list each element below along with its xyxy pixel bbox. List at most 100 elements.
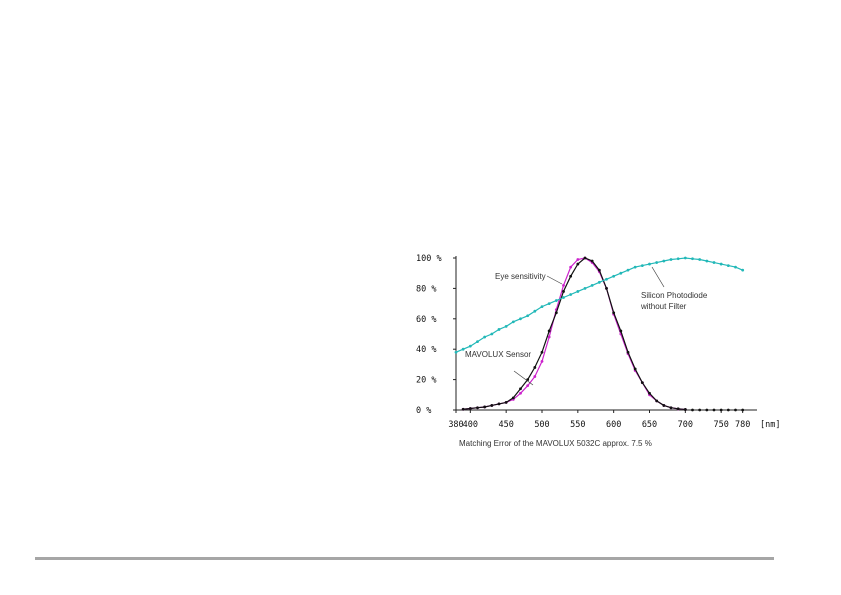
- data-point-silicon-photodiode-without-filter: [569, 293, 573, 296]
- data-point-silicon-photodiode-without-filter: [648, 262, 651, 266]
- data-point-silicon-photodiode-without-filter: [554, 299, 558, 302]
- data-point-silicon-photodiode-without-filter: [726, 264, 730, 267]
- data-point-tail: [734, 408, 737, 412]
- data-point-mavolux-sensor: [583, 256, 587, 260]
- data-point-mavolux-sensor: [483, 405, 487, 409]
- data-point-mavolux-sensor: [533, 366, 537, 369]
- data-point-silicon-photodiode-without-filter: [597, 280, 601, 284]
- data-point-mavolux-sensor: [461, 407, 465, 411]
- data-point-silicon-photodiode-without-filter: [619, 271, 623, 275]
- data-point-silicon-photodiode-without-filter: [547, 302, 551, 305]
- data-point-mavolux-sensor: [490, 404, 494, 407]
- x-tick-label: 450: [498, 420, 513, 430]
- footer-rule: [35, 557, 774, 560]
- x-tick-label: 500: [534, 420, 549, 430]
- data-point-mavolux-sensor: [504, 401, 508, 404]
- data-point-mavolux-sensor: [662, 404, 666, 407]
- data-point-mavolux-sensor: [605, 287, 608, 290]
- data-point-mavolux-sensor: [648, 391, 651, 395]
- data-point-silicon-photodiode-without-filter: [576, 290, 580, 293]
- data-point-mavolux-sensor: [497, 402, 501, 406]
- series-layer: [454, 256, 745, 412]
- data-point-silicon-photodiode-without-filter: [705, 259, 709, 263]
- data-point-silicon-photodiode-without-filter: [669, 258, 673, 261]
- data-point-silicon-photodiode-without-filter: [612, 274, 616, 278]
- x-tick-label: 400: [463, 420, 478, 430]
- annotation-silicon-photodiode: Silicon Photodiode: [641, 291, 708, 300]
- data-point-eye-sensitivity: [533, 375, 537, 378]
- data-point-silicon-photodiode-without-filter: [504, 325, 508, 328]
- data-point-silicon-photodiode-without-filter: [605, 277, 608, 281]
- data-point-mavolux-sensor: [547, 329, 551, 333]
- data-point-silicon-photodiode-without-filter: [712, 261, 716, 264]
- annotation-leader-silicon: [651, 266, 665, 288]
- data-point-silicon-photodiode-without-filter: [655, 261, 659, 264]
- data-point-mavolux-sensor: [576, 262, 580, 266]
- data-point-silicon-photodiode-without-filter: [633, 265, 637, 269]
- data-point-silicon-photodiode-without-filter: [526, 314, 530, 318]
- data-point-eye-sensitivity: [569, 265, 573, 269]
- data-point-tail: [691, 408, 694, 412]
- data-point-tail: [712, 408, 716, 412]
- annotation-mavolux-sensor: MAVOLUX Sensor: [465, 350, 531, 359]
- data-point-mavolux-sensor: [633, 367, 637, 371]
- data-point-silicon-photodiode-without-filter: [461, 347, 465, 351]
- x-tick-label: 750: [713, 420, 728, 430]
- data-point-mavolux-sensor: [569, 274, 573, 278]
- data-point-silicon-photodiode-without-filter: [511, 320, 515, 324]
- chart-caption: Matching Error of the MAVOLUX 5032C appr…: [459, 439, 652, 448]
- data-point-silicon-photodiode-without-filter: [540, 305, 544, 309]
- data-point-mavolux-sensor: [676, 407, 680, 411]
- data-point-eye-sensitivity: [526, 384, 530, 388]
- data-point-silicon-photodiode-without-filter: [626, 268, 630, 272]
- data-point-mavolux-sensor: [519, 387, 522, 391]
- data-point-mavolux-sensor: [476, 406, 479, 410]
- data-point-tail: [683, 408, 687, 411]
- data-point-silicon-photodiode-without-filter: [683, 256, 687, 260]
- data-point-mavolux-sensor: [640, 381, 644, 385]
- data-point-silicon-photodiode-without-filter: [483, 335, 487, 339]
- data-point-silicon-photodiode-without-filter: [691, 257, 694, 261]
- data-point-silicon-photodiode-without-filter: [476, 340, 479, 343]
- data-point-silicon-photodiode-without-filter: [741, 268, 745, 272]
- annotation-without-filter: without Filter: [640, 302, 687, 311]
- data-point-eye-sensitivity: [519, 391, 522, 395]
- data-point-mavolux-sensor: [619, 329, 623, 333]
- annotation-eye-sensitivity: Eye sensitivity: [495, 272, 546, 281]
- data-point-silicon-photodiode-without-filter: [676, 257, 680, 261]
- x-tick-label: 550: [570, 420, 585, 430]
- annotation-leader-mavolux: [513, 370, 534, 386]
- data-point-eye-sensitivity: [576, 258, 580, 261]
- data-point-tail: [741, 408, 745, 412]
- data-point-silicon-photodiode-without-filter: [490, 332, 494, 336]
- data-point-eye-sensitivity: [547, 335, 551, 339]
- data-point-mavolux-sensor: [597, 268, 601, 272]
- x-tick-label: 650: [642, 420, 657, 430]
- data-point-silicon-photodiode-without-filter: [583, 287, 587, 290]
- y-tick-label: 40 %: [416, 345, 436, 355]
- y-tick-label: 0 %: [416, 406, 431, 416]
- data-point-silicon-photodiode-without-filter: [590, 283, 594, 287]
- y-tick-label: 60 %: [416, 315, 436, 325]
- data-point-mavolux-sensor: [669, 406, 673, 410]
- data-point-silicon-photodiode-without-filter: [562, 296, 565, 299]
- annotation-leader-eye: [546, 275, 563, 285]
- data-point-silicon-photodiode-without-filter: [468, 344, 472, 348]
- y-tick-label: 100 %: [416, 254, 442, 264]
- x-tick-label: 380: [448, 420, 463, 430]
- data-point-tail: [726, 408, 730, 412]
- data-point-silicon-photodiode-without-filter: [454, 350, 458, 354]
- data-point-silicon-photodiode-without-filter: [497, 328, 501, 331]
- data-point-silicon-photodiode-without-filter: [719, 262, 723, 266]
- data-point-mavolux-sensor: [540, 350, 544, 354]
- x-tick-label: 780: [735, 420, 750, 430]
- data-point-mavolux-sensor: [562, 290, 565, 293]
- x-unit-label: [nm]: [760, 420, 780, 430]
- data-point-silicon-photodiode-without-filter: [519, 317, 522, 321]
- data-point-mavolux-sensor: [590, 259, 594, 263]
- data-point-eye-sensitivity: [540, 359, 544, 363]
- data-point-silicon-photodiode-without-filter: [662, 259, 666, 263]
- data-point-mavolux-sensor: [554, 311, 558, 315]
